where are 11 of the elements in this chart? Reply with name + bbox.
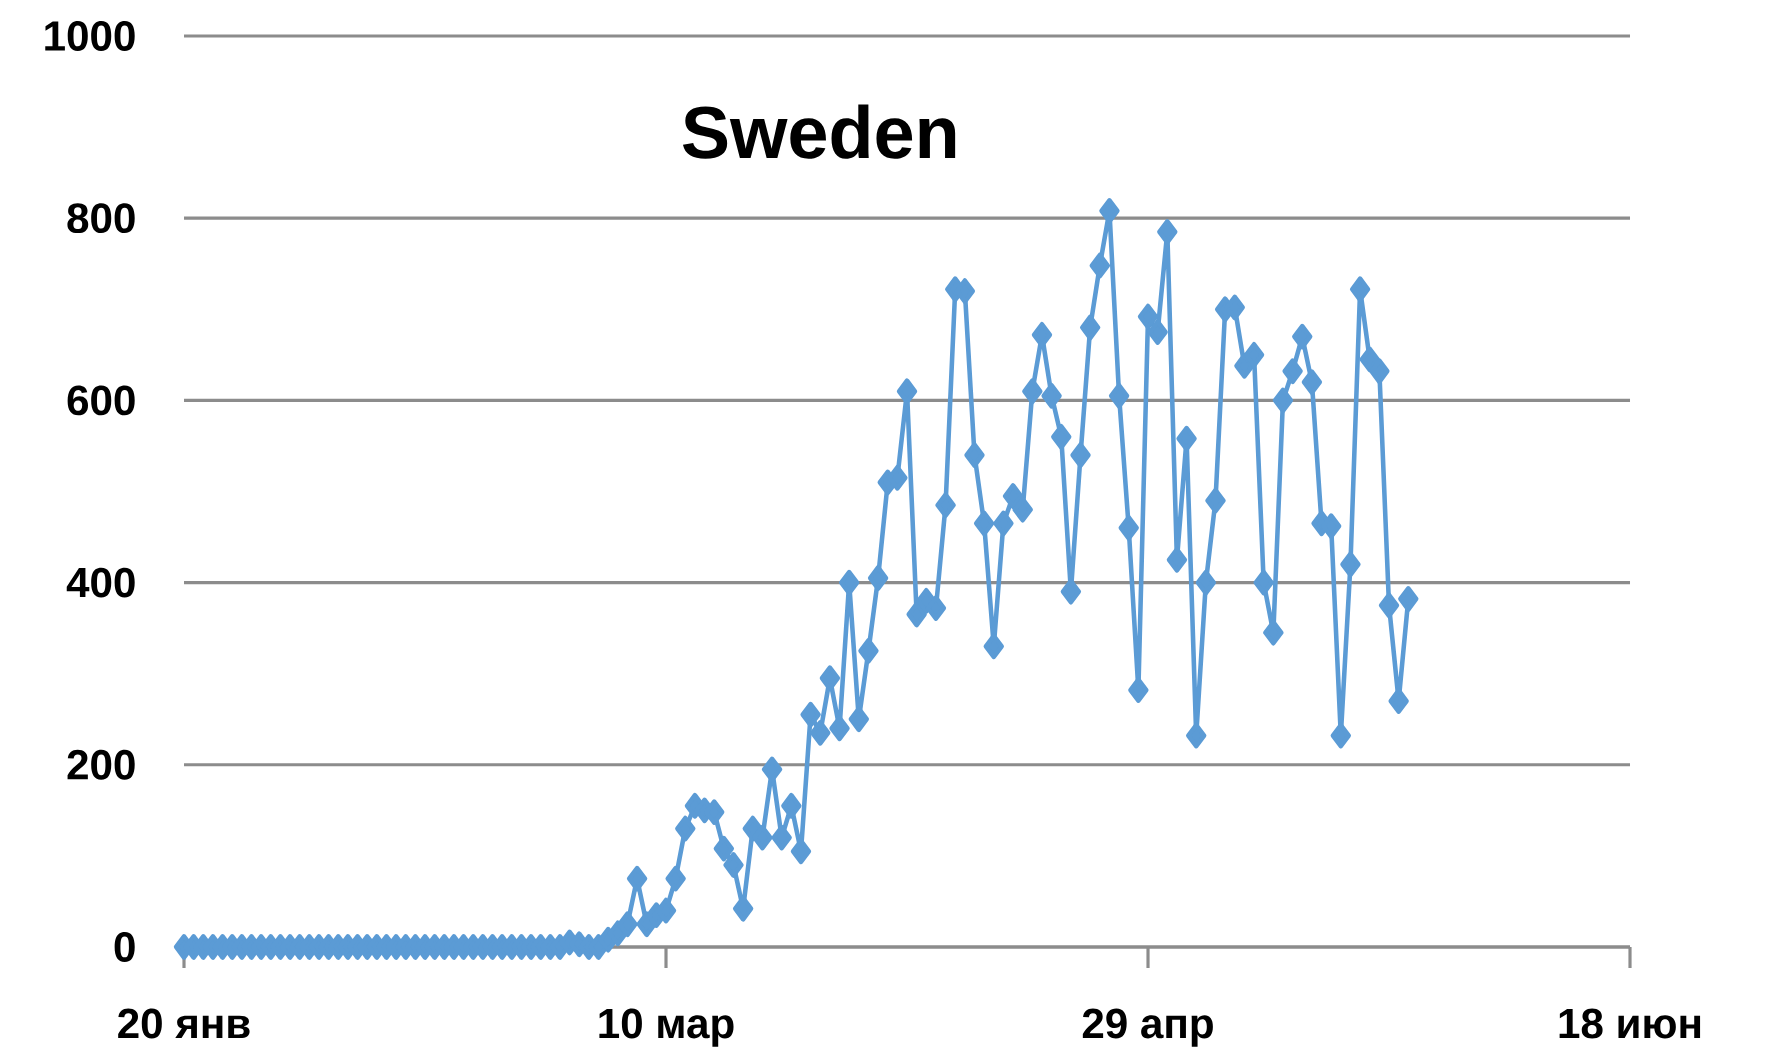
y-tick-label: 400 bbox=[66, 567, 135, 598]
y-tick-label: 600 bbox=[67, 385, 135, 416]
y-tick-label: 200 bbox=[67, 749, 135, 780]
y-tick-label: 800 bbox=[67, 203, 135, 234]
x-tick-label: 10 мар bbox=[599, 1008, 734, 1047]
x-tick-label: 20 янв bbox=[118, 1008, 250, 1039]
x-tick-label: 18 июн bbox=[1559, 1008, 1701, 1039]
y-tick-label: 1000 bbox=[45, 21, 135, 51]
x-tick-label: 29 апр bbox=[1082, 1008, 1213, 1047]
y-tick-label: 0 bbox=[114, 932, 135, 962]
text: Sweden bbox=[682, 104, 956, 159]
